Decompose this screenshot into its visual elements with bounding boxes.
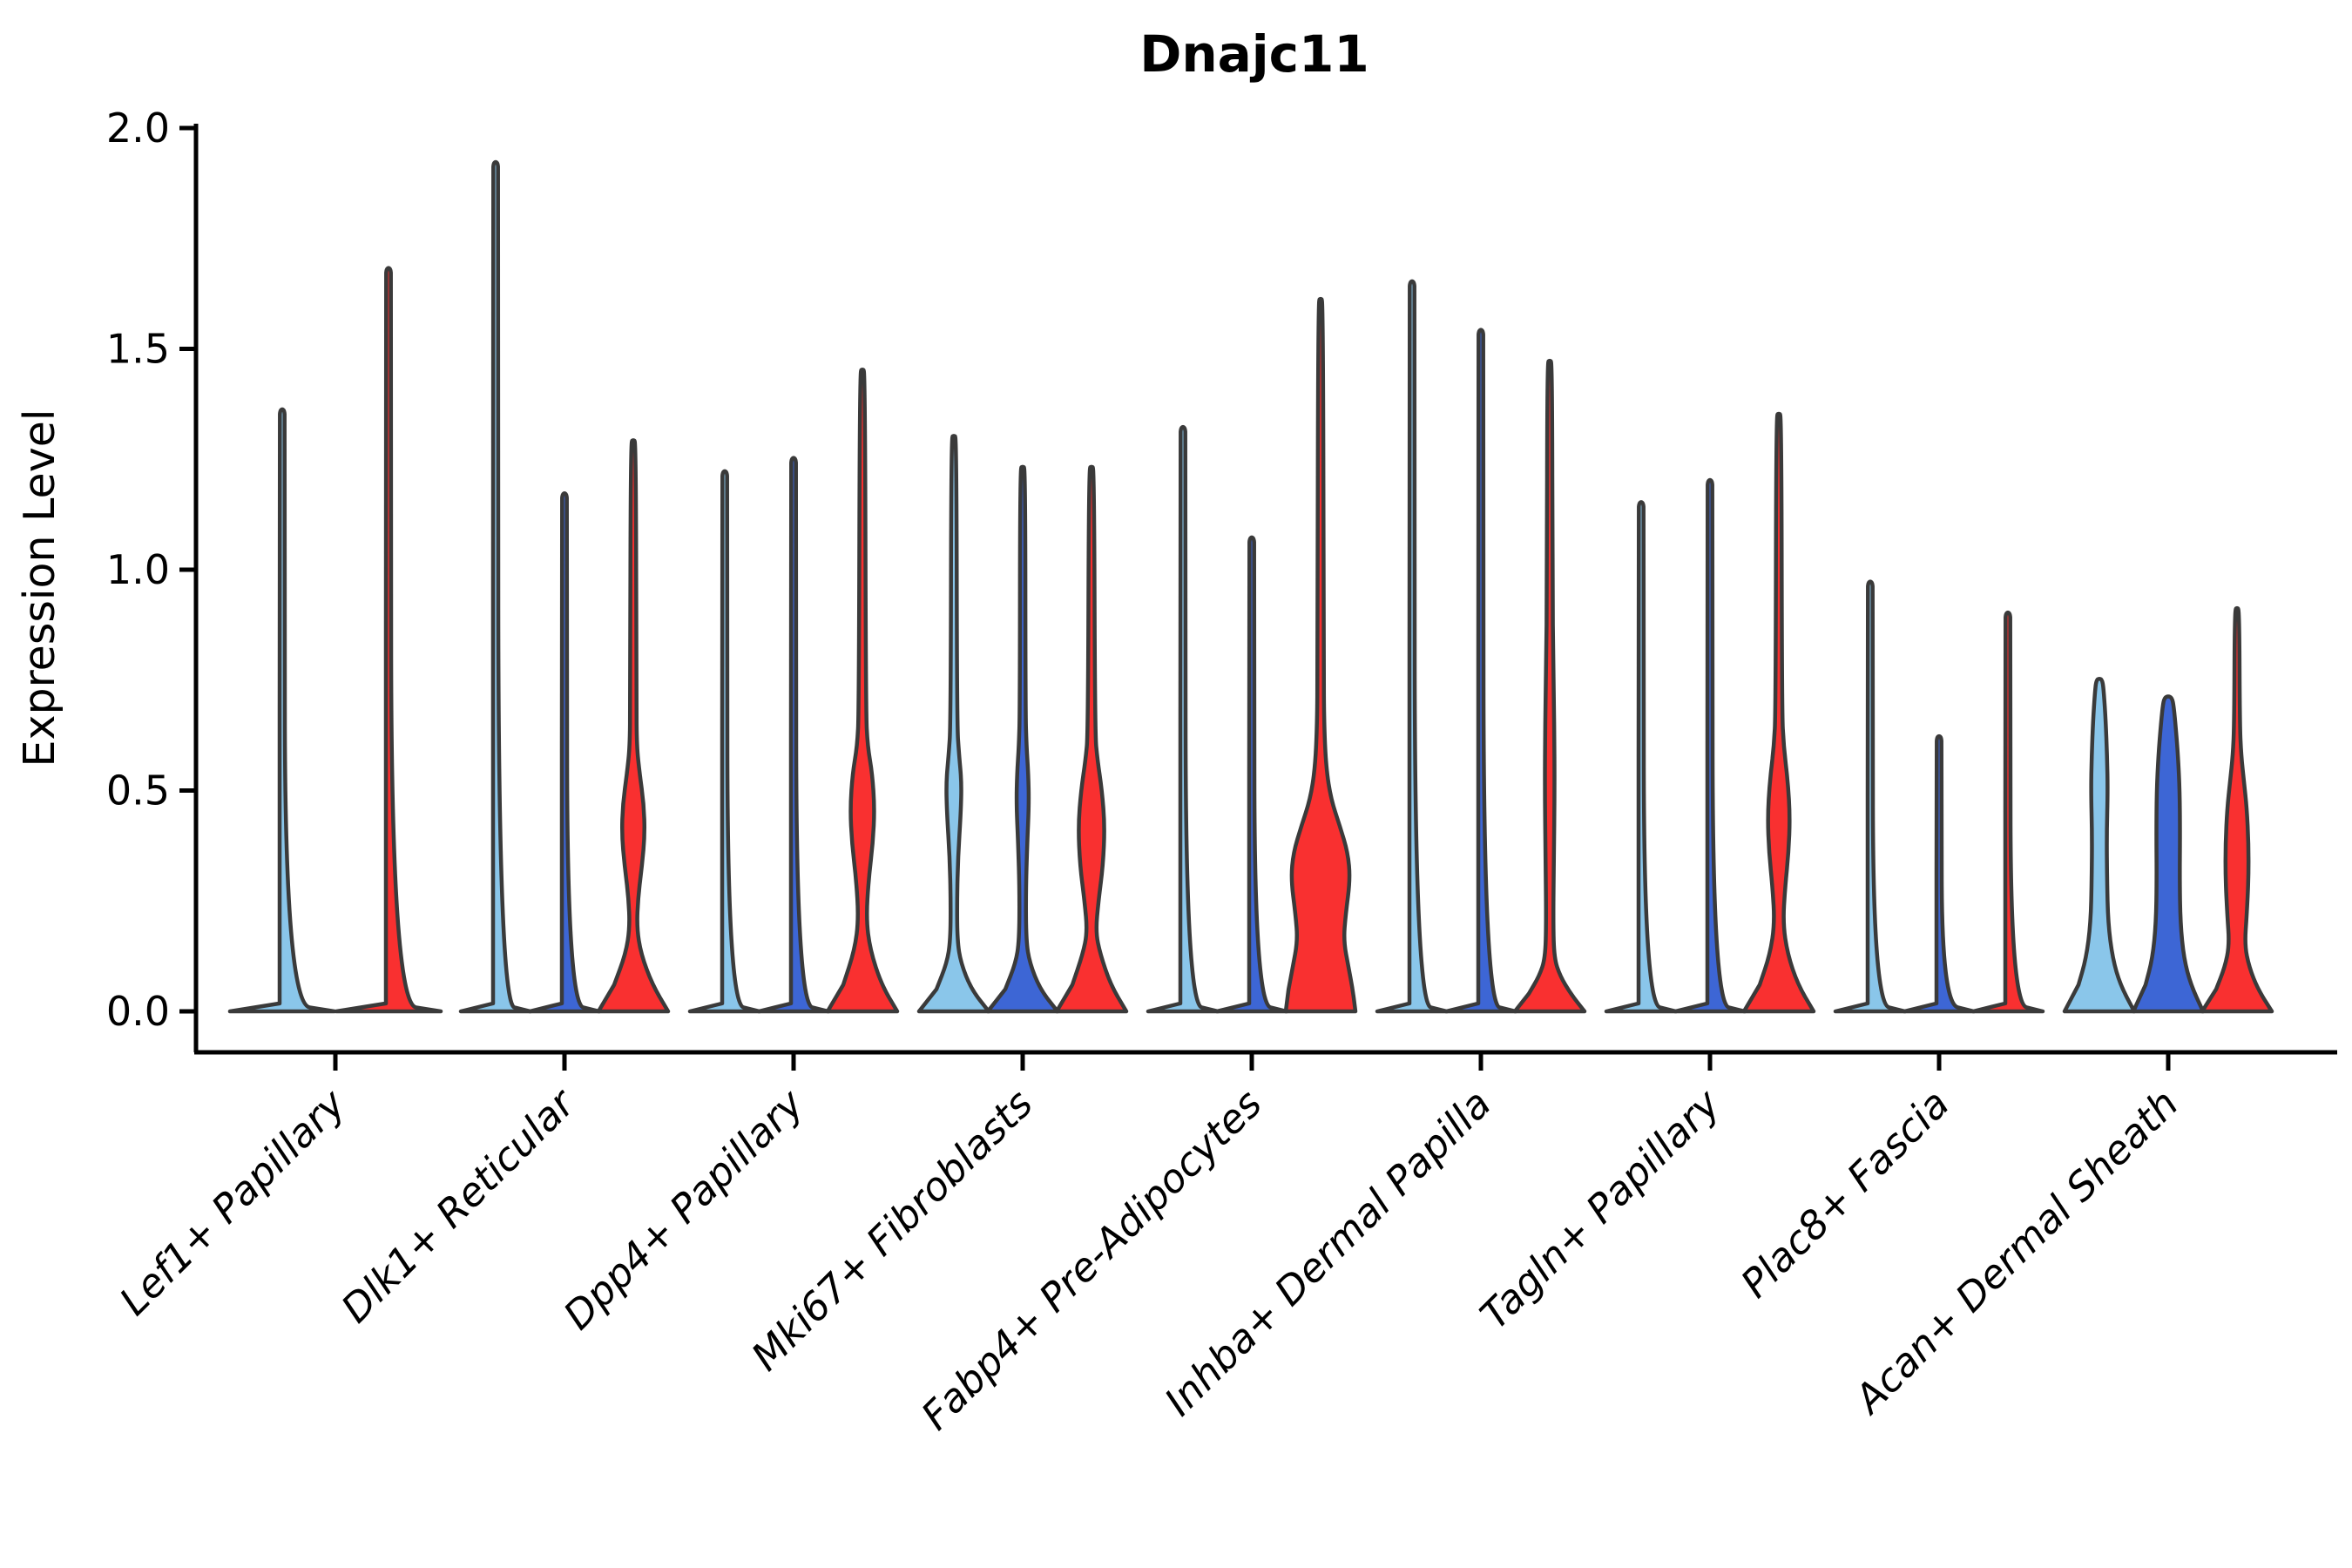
violin-shapes [227,159,2274,1014]
violin-fabp4-red [1283,296,1358,1014]
y-axis-ticks: 0.0 0.5 1.0 1.5 2.0 [106,105,196,1035]
violin-acan-lightblue [2062,677,2137,1014]
violin-lef1-red [334,266,443,1014]
violin-fabp4-blue [1214,535,1289,1014]
violin-dpp4-red [825,368,900,1014]
violin-fabp4-lightblue [1146,425,1220,1014]
x-tick-label: Dpp4+ Papillary [555,1079,814,1338]
violin-tagln-lightblue [1604,500,1679,1014]
violin-acan-blue [2131,694,2206,1014]
x-tick-label: Plac8+ Fascia [1732,1080,1958,1307]
violin-inhba-blue [1443,328,1518,1014]
violin-tagln-blue [1673,477,1747,1014]
x-tick-label: Lef1+ Papillary [111,1079,355,1324]
axes [193,124,2337,1055]
violin-tagln-red [1741,411,1816,1014]
plot-title: Dnajc11 [1139,24,1369,84]
violin-lef1-lightblue [227,407,337,1014]
y-tick-label: 2.0 [106,105,170,152]
violin-dpp4-lightblue [687,469,762,1014]
y-tick-label: 1.5 [106,326,170,373]
x-tick-label: Dlk1+ Reticular [332,1079,585,1332]
x-tick-label: Tagln+ Papillary [1471,1079,1730,1338]
violin-mki67-lightblue [916,434,991,1014]
violin-dlk1-blue [527,491,602,1014]
violin-dlk1-lightblue [458,159,533,1014]
violin-mki67-red [1054,464,1129,1014]
violin-mki67-blue [985,464,1060,1014]
violin-acan-red [2200,605,2274,1014]
violin-inhba-lightblue [1375,279,1450,1014]
violin-plac8-lightblue [1833,579,1908,1014]
y-axis-label: Expression Level [15,409,64,767]
violin-dlk1-red [596,438,671,1014]
violin-dpp4-blue [756,456,831,1014]
y-tick-label: 0.5 [106,767,170,814]
y-tick-label: 1.0 [106,546,170,593]
violin-plac8-red [1970,610,2045,1014]
y-tick-label: 0.0 [106,988,170,1035]
violin-inhba-red [1512,358,1587,1014]
violin-plac8-blue [1902,733,1977,1014]
